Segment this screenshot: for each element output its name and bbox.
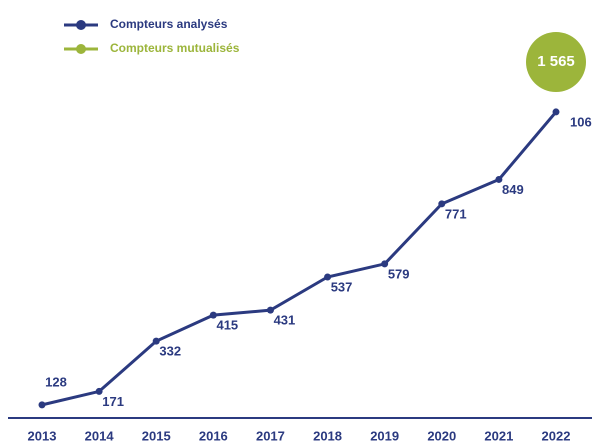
data-label: 171 [102,394,124,409]
point [324,273,332,281]
x-tick-label: 2020 [427,428,456,442]
point [209,311,217,319]
point [381,260,389,268]
legend-dot [76,20,86,30]
data-label: 1065 [570,114,592,129]
point [495,175,503,183]
data-label: 537 [331,279,353,294]
x-tick-label: 2018 [313,428,342,442]
badge [526,32,586,92]
x-tick-label: 2022 [542,428,571,442]
x-tick-label: 2014 [85,428,115,442]
legend-dot [76,44,86,54]
x-tick-label: 2021 [484,428,513,442]
legend-label: Compteurs mutualisés [110,41,240,55]
data-label: 431 [274,313,296,328]
point [266,306,274,314]
point [95,387,103,395]
data-label: 128 [45,374,67,389]
point [152,337,160,345]
data-label: 415 [216,318,238,333]
x-tick-label: 2017 [256,428,285,442]
data-label: 332 [159,344,181,359]
data-label: 849 [502,182,524,197]
badge-label: 1 565 [537,53,575,70]
x-tick-label: 2019 [370,428,399,442]
x-tick-label: 2015 [142,428,171,442]
x-tick-label: 2013 [28,428,57,442]
point [38,401,46,409]
x-tick-label: 2016 [199,428,228,442]
data-label: 771 [445,206,467,221]
legend-label: Compteurs analysés [110,17,228,31]
point [438,200,446,208]
data-label: 579 [388,266,410,281]
point [552,108,560,116]
line [41,110,558,407]
